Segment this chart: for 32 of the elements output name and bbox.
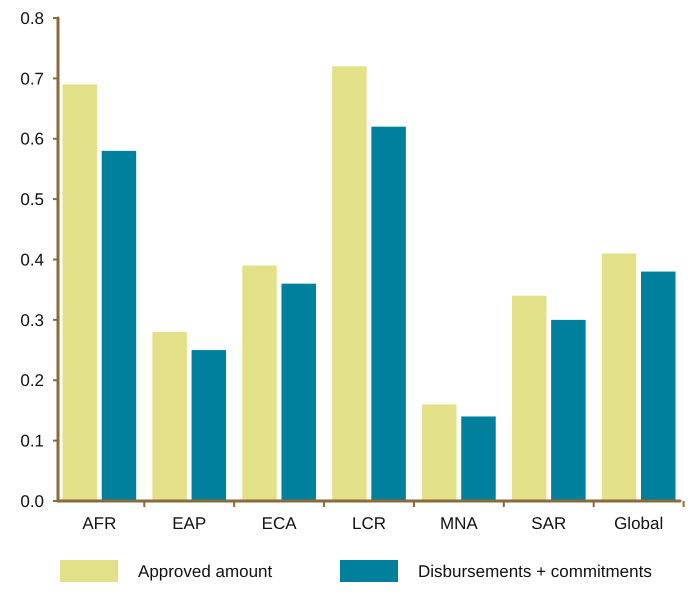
bar	[422, 404, 457, 501]
y-tick-label: 0.2	[20, 371, 44, 390]
x-tick-label: MNA	[440, 514, 478, 533]
x-tick-label: LCR	[352, 514, 386, 533]
y-tick-label: 0.1	[20, 432, 44, 451]
bar	[281, 284, 316, 501]
bar	[602, 253, 636, 501]
bar	[512, 296, 546, 501]
y-tick-label: 0.5	[20, 190, 44, 210]
y-tick-label: 0.0	[20, 492, 44, 511]
bar	[102, 150, 136, 501]
y-tick-label: 0.3	[20, 310, 44, 330]
y-tick-label: 0.7	[20, 69, 44, 88]
bar	[371, 126, 406, 501]
bar	[551, 320, 586, 501]
bar	[242, 266, 277, 501]
x-tick-label: Global	[614, 514, 664, 533]
x-tick-label: SAR	[531, 514, 566, 533]
y-tick-label: 0.4	[20, 250, 44, 270]
y-tick-label: 0.8	[20, 8, 44, 28]
x-tick-label: AFR	[82, 514, 116, 533]
x-tick-label: EAP	[172, 514, 206, 533]
y-tick-label: 0.6	[20, 130, 44, 149]
bar	[152, 332, 187, 501]
bar	[62, 84, 97, 501]
bar	[192, 350, 226, 501]
bar	[332, 66, 367, 501]
legend-label: Disbursements + commitments	[418, 562, 652, 581]
bar	[641, 272, 676, 501]
legend-label: Approved amount	[138, 562, 272, 581]
x-tick-label: ECA	[262, 514, 298, 533]
bar	[461, 416, 496, 501]
